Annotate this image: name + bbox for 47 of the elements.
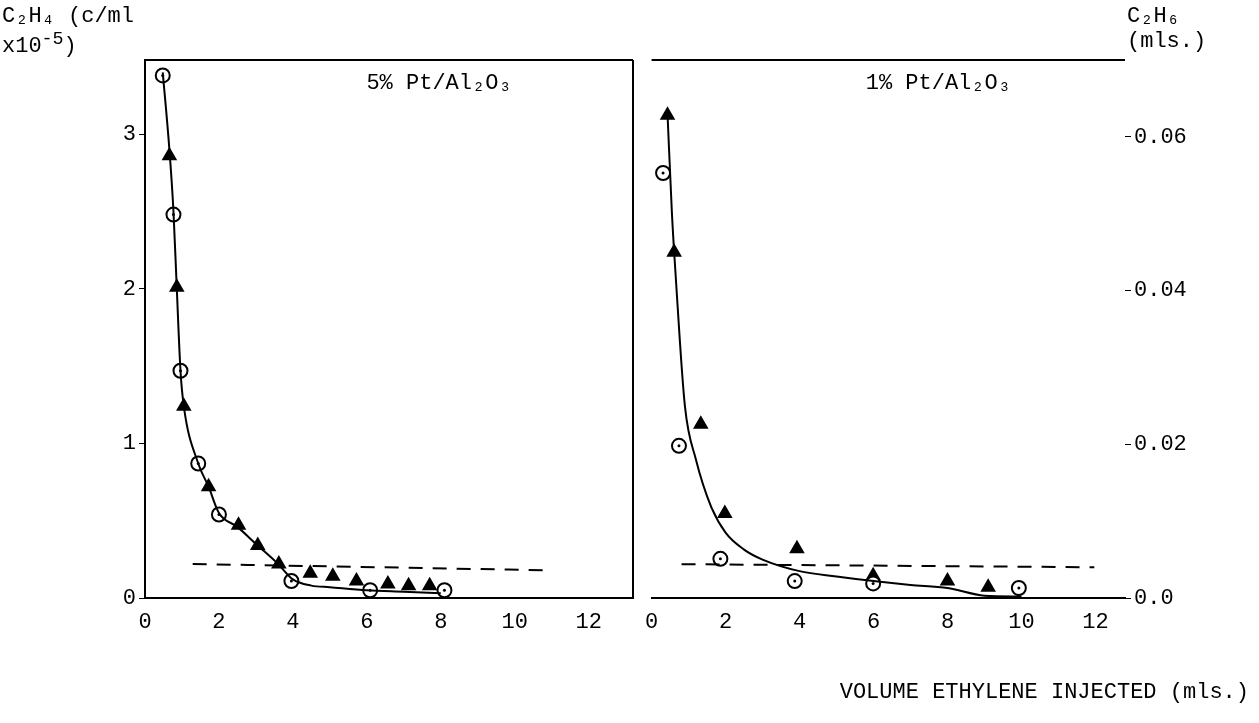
x-tick-label: 4 <box>792 610 807 636</box>
point <box>670 437 687 454</box>
point <box>712 550 729 567</box>
y-axis-title: C₂H₄ (c/ml x10$^{-5}$) <box>2 4 136 60</box>
x-tick-label: 12 <box>575 610 602 636</box>
y-axis-title: C₂H₆ (mls.) <box>1127 4 1208 55</box>
x-tick-label: 8 <box>940 610 955 636</box>
y-tick-label: 0.02 <box>1134 432 1187 458</box>
x-tick-label: 6 <box>866 610 881 636</box>
x-tick-label: 8 <box>434 610 448 636</box>
y-tick-label: 0.04 <box>1134 278 1187 304</box>
x-tick-label: 12 <box>1082 610 1109 636</box>
y-tick-label: 1 <box>122 431 136 457</box>
annotation: 1% Pt/Al₂O₃ <box>865 70 1011 96</box>
y-tick-label: 0.0 <box>1134 585 1174 611</box>
point <box>786 573 803 590</box>
point <box>154 67 171 84</box>
point <box>325 568 340 581</box>
point <box>303 565 318 578</box>
point <box>981 579 996 592</box>
point <box>693 416 708 429</box>
point <box>789 540 805 554</box>
y-tick-label: 0.06 <box>1134 124 1187 150</box>
point <box>422 577 437 591</box>
point <box>401 577 416 591</box>
annotation: 5% Pt/Al₂O₃ <box>366 70 512 96</box>
point <box>717 505 732 518</box>
x-tick-label: 6 <box>360 610 374 636</box>
point <box>231 517 246 530</box>
y-tick-label: 0 <box>122 585 136 611</box>
point <box>380 576 395 589</box>
point <box>1010 580 1027 597</box>
point <box>655 164 672 181</box>
x-tick-label: 0 <box>645 610 659 636</box>
y-tick-label: 3 <box>122 122 136 148</box>
x-tick-label: 0 <box>138 610 152 636</box>
x-tick-label: 10 <box>501 610 528 636</box>
x-tick-label: 2 <box>718 610 733 636</box>
point <box>436 582 453 598</box>
x-tick-label: 2 <box>212 610 226 636</box>
x-tick-label: 4 <box>286 610 300 636</box>
point <box>940 573 955 586</box>
point <box>349 572 364 586</box>
x-axis-title: VOLUME ETHYLENE INJECTED (mls.) <box>839 680 1249 706</box>
y-tick-label: 2 <box>122 276 136 302</box>
point <box>660 107 675 120</box>
x-tick-label: 10 <box>1008 610 1035 636</box>
